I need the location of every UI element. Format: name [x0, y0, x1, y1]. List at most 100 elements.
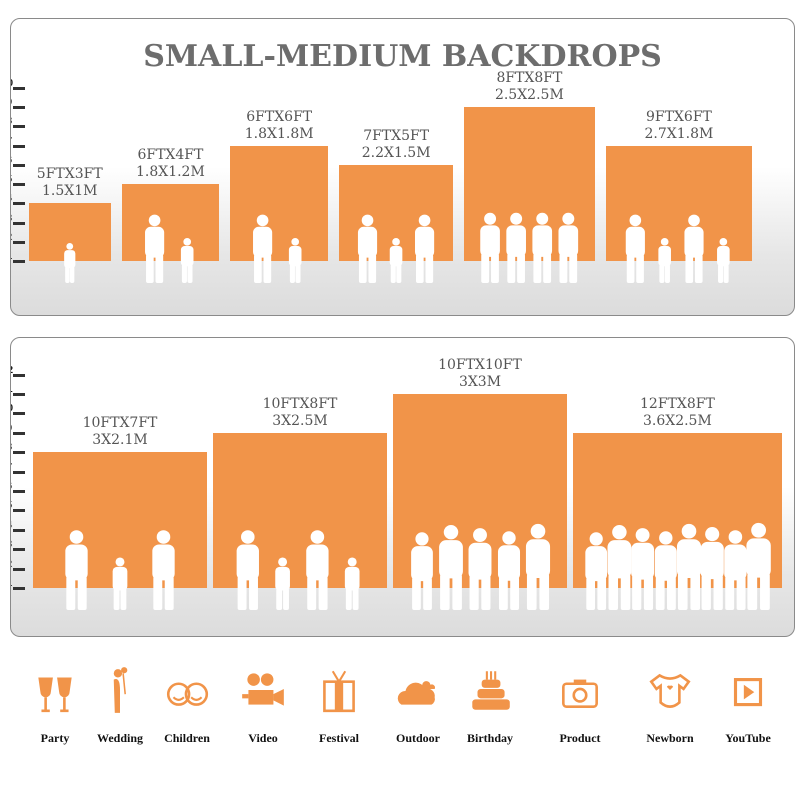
scale-tick	[13, 490, 25, 493]
category-birthday: Birthday	[455, 665, 525, 745]
scale-tick-label: 3	[11, 539, 12, 550]
category-label: Festival	[319, 731, 359, 745]
scale-tick-label: 12	[11, 365, 13, 376]
medium-backdrops-panel: 12345678910111210FTX7FT3X2.1M 10FTX8FT3X…	[10, 337, 795, 637]
scale-tick	[13, 125, 25, 129]
scale-tick-label: 10	[11, 403, 13, 414]
size-feet: 5FTX3FT	[36, 166, 103, 183]
size-feet: 8FTX8FT	[496, 70, 563, 86]
backdrop-size-label: 6FTX4FT 1.8X1.2M	[102, 147, 240, 181]
scale-tick-label: 2	[11, 232, 12, 243]
scale-tick-label: 7	[11, 136, 12, 147]
scale-tick-label: 3	[11, 213, 12, 224]
size-feet: 10FTX7FT	[82, 415, 158, 432]
category-label: Children	[164, 731, 210, 745]
backdrop-size-label: 6FTX6FT 1.8X1.8M	[210, 109, 348, 143]
scale-tick	[13, 528, 25, 532]
size-feet: 6FTX4FT	[137, 147, 204, 163]
size-meters: 3X2.5M	[272, 412, 328, 429]
people-silhouettes	[358, 214, 435, 283]
backdrop-size-label: 12FTX8FT 3.6X2.5M	[553, 396, 794, 430]
scale-tick	[13, 451, 25, 455]
people-silhouettes	[585, 522, 771, 610]
scale-tick	[13, 144, 25, 148]
size-meters: 3X2.1M	[92, 432, 148, 449]
scale-tick	[13, 431, 25, 435]
scale-tick-label: 6	[11, 155, 12, 166]
people-silhouettes	[253, 214, 302, 283]
page-title: SMALL-MEDIUM BACKDROPS	[143, 39, 662, 74]
category-newborn: Newborn	[635, 665, 705, 745]
wine-glasses-icon	[38, 677, 72, 713]
scale-tick-label: 8	[11, 116, 12, 127]
scale-tick	[13, 260, 25, 263]
people-silhouettes	[64, 243, 76, 283]
wedding-couple-icon	[113, 667, 128, 713]
scale-tick	[13, 548, 25, 552]
category-label: Birthday	[466, 731, 513, 745]
backdrop-size-label: 8FTX8FT 2.5X2.5M	[444, 70, 614, 104]
category-wedding: Wedding	[85, 665, 155, 745]
scale-tick	[13, 587, 25, 590]
category-festival: Festival	[304, 665, 374, 745]
size-feet: 9FTX6FT	[645, 108, 712, 125]
size-meters: 1.5X1M	[42, 183, 98, 200]
category-label: Product	[559, 731, 601, 745]
scale-tick	[13, 393, 25, 396]
baby-onesie-icon	[649, 673, 691, 708]
category-label: Video	[248, 731, 278, 745]
category-party: Party	[20, 665, 90, 745]
scale-tick-label: 8	[11, 442, 12, 453]
category-video: Video	[228, 665, 298, 745]
category-label: Outdoor	[395, 731, 440, 745]
people-silhouettes	[236, 530, 360, 610]
people-silhouettes	[65, 530, 175, 610]
play-button-icon	[733, 678, 763, 707]
backdrop-size-label: 10FTX10FT 3X3M	[373, 357, 587, 391]
scale-tick	[13, 412, 25, 416]
scale-tick-label: 5	[11, 174, 12, 185]
size-feet: 6FTX6FT	[246, 108, 313, 125]
camera-icon	[562, 679, 598, 708]
size-meters: 1.8X1.8M	[244, 125, 314, 142]
backdrop-size-label: 5FTX3FT 1.5X1M	[11, 166, 131, 200]
gift-box-icon	[323, 670, 355, 713]
scale-tick	[13, 373, 25, 377]
scale-tick-label: 1	[11, 251, 12, 262]
size-meters: 2.2X1.5M	[361, 144, 431, 161]
size-feet: 10FTX8FT	[262, 395, 338, 412]
usage-categories: Party Wedding Children Video Festival Outdoor…	[0, 665, 800, 755]
size-feet: 7FTX5FT	[363, 127, 430, 144]
small-backdrops-panel: SMALL-MEDIUM BACKDROPS 1 2 3 4 5 6 7 8 9 10 5FTX3F…	[10, 18, 795, 316]
category-children: Children	[152, 665, 222, 745]
category-product: Product	[545, 665, 615, 745]
scale-tick-label: 11	[11, 384, 13, 395]
backdrop-size-label: 10FTX8FT 3X2.5M	[193, 396, 407, 430]
category-outdoor: Outdoor	[383, 665, 453, 745]
cloud-icon	[397, 681, 435, 705]
scale-tick-label: 6	[11, 481, 12, 492]
backdrop-size-label: 9FTX6FT 2.7X1.8M	[586, 109, 773, 143]
people-silhouettes	[411, 523, 551, 610]
size-meters: 3.6X2.5M	[642, 412, 712, 429]
scale-tick	[13, 106, 25, 109]
scale-tick	[13, 183, 25, 186]
scale-tick	[13, 567, 25, 571]
category-label: Wedding	[96, 731, 144, 745]
scale-tick-label: 1	[11, 578, 12, 589]
people-silhouettes	[480, 212, 579, 283]
people-silhouettes	[144, 214, 193, 283]
scale-tick	[13, 163, 25, 167]
scale-tick-label: 7	[11, 462, 12, 473]
scale-tick	[13, 509, 25, 513]
children-faces-icon	[166, 682, 209, 706]
scale-tick-label: 4	[11, 193, 12, 204]
category-label: Party	[40, 731, 70, 745]
video-camera-icon	[242, 673, 284, 706]
size-feet: 10FTX10FT	[438, 357, 522, 373]
scale-tick-label: 4	[11, 520, 12, 531]
scale-tick-label: 9	[11, 423, 12, 434]
scale-tick	[13, 86, 25, 90]
scale-tick	[13, 470, 25, 474]
size-meters: 2.5X2.5M	[494, 87, 564, 103]
